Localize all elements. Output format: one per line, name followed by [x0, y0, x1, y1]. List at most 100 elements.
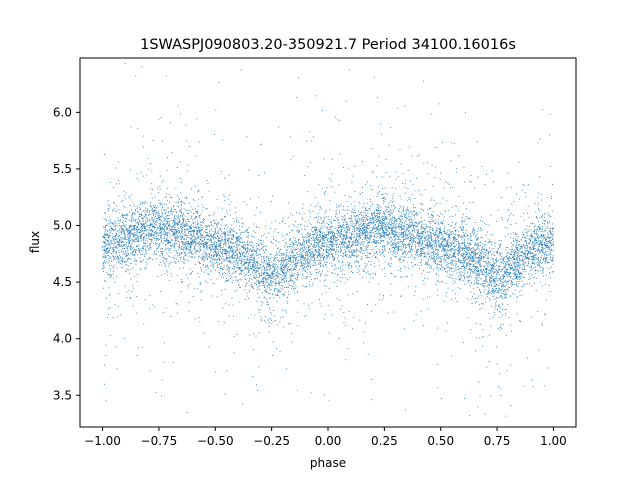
data-point — [155, 239, 157, 241]
data-point — [323, 236, 325, 238]
data-point — [487, 313, 489, 315]
data-point — [264, 233, 266, 235]
data-point — [304, 246, 305, 247]
data-point — [330, 244, 332, 245]
data-point — [484, 413, 486, 415]
data-point — [499, 244, 501, 246]
data-point — [333, 238, 335, 240]
data-point — [353, 250, 355, 252]
data-point — [435, 253, 437, 255]
data-point — [175, 261, 177, 263]
data-point — [547, 236, 549, 237]
data-point — [167, 156, 169, 158]
data-point — [384, 246, 386, 248]
data-point — [474, 222, 476, 223]
data-point — [416, 225, 418, 227]
data-point — [208, 256, 210, 258]
data-point — [524, 268, 526, 270]
data-point — [479, 289, 481, 291]
data-point — [427, 237, 429, 239]
data-point — [442, 238, 444, 240]
data-point — [470, 253, 472, 255]
data-point — [345, 359, 347, 361]
data-point — [105, 249, 107, 250]
data-point — [288, 257, 290, 259]
data-point — [151, 234, 153, 236]
data-point — [174, 220, 176, 222]
data-point — [537, 248, 539, 250]
data-point — [214, 134, 215, 135]
data-point — [268, 303, 269, 305]
data-point — [224, 238, 226, 240]
data-point — [397, 176, 399, 178]
data-point — [176, 167, 178, 168]
data-point — [112, 209, 114, 211]
data-point — [158, 118, 160, 120]
data-point — [181, 201, 183, 203]
data-point — [470, 174, 472, 176]
data-point — [144, 225, 145, 227]
data-point — [274, 258, 275, 260]
data-point — [531, 237, 533, 239]
data-point — [340, 203, 342, 205]
data-point — [142, 250, 144, 252]
data-point — [223, 246, 224, 248]
data-point — [313, 245, 315, 247]
data-point — [243, 255, 245, 257]
data-point — [102, 262, 104, 263]
data-point — [470, 272, 472, 274]
data-point — [368, 225, 369, 227]
data-point — [247, 240, 249, 242]
data-point — [515, 277, 517, 279]
data-point — [347, 238, 349, 240]
data-point — [377, 185, 379, 187]
data-point — [270, 253, 272, 255]
data-point — [190, 237, 192, 239]
data-point — [539, 227, 541, 229]
data-point — [503, 285, 505, 287]
data-point — [535, 251, 537, 252]
data-point — [477, 237, 479, 239]
data-point — [340, 236, 341, 238]
data-point — [396, 220, 398, 222]
data-point — [311, 256, 313, 258]
data-point — [343, 322, 345, 324]
data-point — [300, 261, 302, 263]
data-point — [449, 270, 451, 272]
data-point — [326, 275, 328, 276]
data-point — [208, 224, 210, 226]
data-point — [103, 246, 105, 248]
data-point — [179, 253, 180, 255]
data-point — [112, 250, 114, 252]
data-point — [381, 232, 383, 233]
data-point — [365, 238, 366, 240]
data-point — [442, 222, 444, 224]
data-point — [428, 245, 430, 247]
data-point — [462, 265, 464, 267]
data-point — [446, 251, 448, 252]
data-point — [309, 271, 311, 273]
data-point — [430, 226, 432, 228]
data-point — [459, 274, 461, 276]
data-point — [166, 221, 168, 223]
data-point — [401, 226, 403, 228]
data-point — [320, 235, 322, 237]
data-point — [105, 355, 107, 357]
data-point — [301, 254, 303, 256]
data-point — [497, 309, 499, 311]
data-point — [231, 250, 233, 252]
data-point — [296, 276, 298, 278]
data-point — [254, 263, 256, 265]
data-point — [437, 267, 439, 269]
data-point — [478, 270, 480, 272]
data-point — [540, 235, 542, 237]
data-point — [515, 278, 517, 279]
data-point — [161, 248, 163, 250]
data-point — [525, 256, 527, 258]
data-point — [466, 252, 468, 254]
data-point — [502, 298, 504, 299]
data-point — [415, 212, 417, 214]
data-point — [113, 238, 115, 240]
data-point — [143, 238, 145, 239]
data-point — [484, 268, 486, 269]
